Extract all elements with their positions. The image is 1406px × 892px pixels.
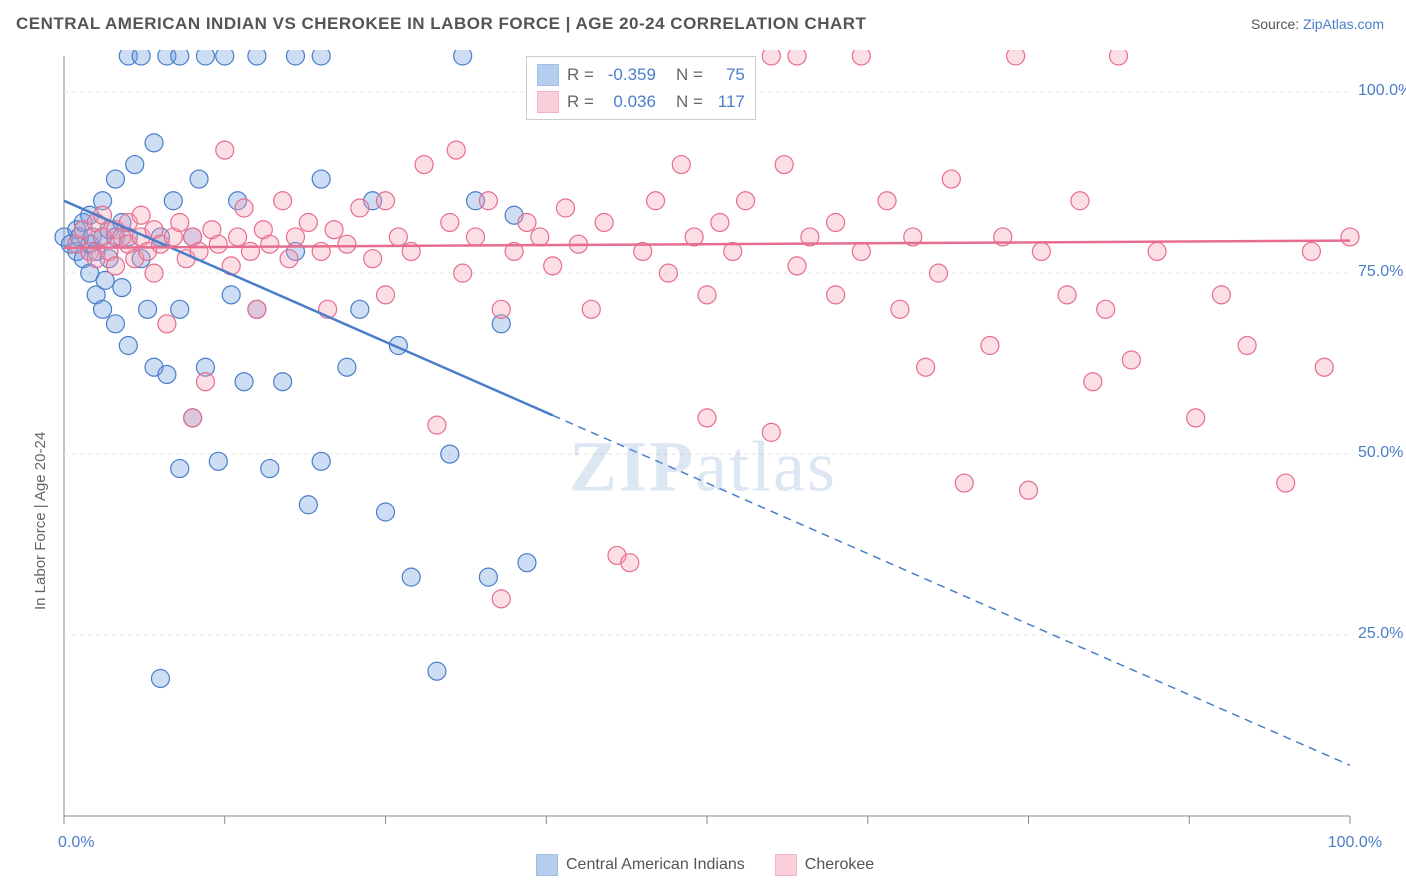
y-tick-label: 100.0% bbox=[1358, 82, 1406, 100]
x-tick-label: 100.0% bbox=[1328, 834, 1382, 852]
chart-container: ZIPatlas In Labor Force | Age 20-24 R =-… bbox=[16, 50, 1390, 876]
legend-swatch bbox=[775, 854, 797, 876]
r-label: R = bbox=[567, 61, 594, 88]
legend-label: Cherokee bbox=[805, 856, 874, 874]
n-label: N = bbox=[676, 88, 703, 115]
r-value: 0.036 bbox=[602, 88, 656, 115]
y-axis-label: In Labor Force | Age 20-24 bbox=[32, 432, 49, 610]
source-attribution: Source: ZipAtlas.com bbox=[1251, 16, 1384, 32]
stats-row: R = -0.359 N = 75 bbox=[537, 61, 745, 88]
n-value: 75 bbox=[711, 61, 745, 88]
y-tick-label: 50.0% bbox=[1358, 444, 1403, 462]
stats-row: R = 0.036 N = 117 bbox=[537, 88, 745, 115]
y-tick-label: 75.0% bbox=[1358, 263, 1403, 281]
correlation-stats-box: R = -0.359 N = 75 R = 0.036 N = 117 bbox=[526, 56, 756, 120]
r-label: R = bbox=[567, 88, 594, 115]
source-link[interactable]: ZipAtlas.com bbox=[1303, 16, 1384, 32]
r-value: -0.359 bbox=[602, 61, 656, 88]
legend-item: Cherokee bbox=[775, 854, 874, 876]
legend-swatch bbox=[537, 64, 559, 86]
x-tick-label: 0.0% bbox=[58, 834, 94, 852]
legend-swatch bbox=[537, 91, 559, 113]
legend-item: Central American Indians bbox=[536, 854, 745, 876]
n-label: N = bbox=[676, 61, 703, 88]
source-label: Source: bbox=[1251, 16, 1299, 32]
legend-swatch bbox=[536, 854, 558, 876]
n-value: 117 bbox=[711, 88, 745, 115]
legend-label: Central American Indians bbox=[566, 856, 745, 874]
scatter-chart bbox=[16, 50, 1390, 876]
chart-title: CENTRAL AMERICAN INDIAN VS CHEROKEE IN L… bbox=[16, 14, 866, 34]
bottom-legend: Central American Indians Cherokee bbox=[536, 854, 874, 876]
y-tick-label: 25.0% bbox=[1358, 625, 1403, 643]
